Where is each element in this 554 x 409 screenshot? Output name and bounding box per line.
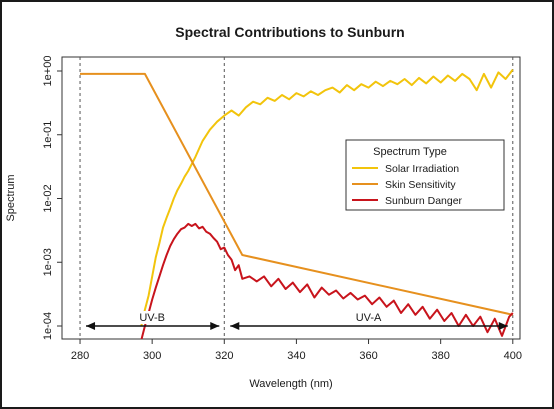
uv-a-label-bg — [349, 311, 388, 324]
x-tick-label: 280 — [71, 350, 89, 362]
legend-label-skin: Skin Sensitivity — [385, 179, 456, 191]
series-sunburn-danger — [140, 222, 514, 339]
uv-a-arrow-head-left — [230, 322, 240, 330]
y-tick-label: 1e+00 — [42, 56, 54, 87]
x-tick-label: 320 — [215, 350, 233, 362]
y-tick-label: 1e-04 — [42, 312, 54, 340]
x-tick-label: 360 — [359, 350, 377, 362]
x-tick-label: 380 — [431, 350, 449, 362]
y-axis-label: Spectrum — [5, 174, 17, 221]
uv-b-label: UV-B — [139, 312, 165, 324]
y-tick-label: 1e-03 — [42, 248, 54, 276]
x-axis-label: Wavelength (nm) — [249, 378, 332, 390]
uv-b-label-bg — [133, 311, 172, 324]
legend-label-solar: Solar Irradiation — [385, 163, 459, 175]
x-tick-label: 300 — [143, 350, 161, 362]
x-tick-label: 340 — [287, 350, 305, 362]
legend-label-sunburn: Sunburn Danger — [385, 195, 463, 207]
uv-b-arrow-head-left — [86, 322, 96, 330]
chart-title: Spectral Contributions to Sunburn — [175, 24, 404, 40]
uv-a-arrow-head-right — [498, 322, 508, 330]
legend-box — [345, 139, 505, 211]
y-tick-label: 1e-01 — [42, 121, 54, 149]
x-tick-label: 400 — [504, 350, 522, 362]
y-tick-label: 1e-02 — [42, 184, 54, 212]
uv-a-label: UV-A — [356, 312, 382, 324]
legend-title: Spectrum Type — [373, 146, 447, 158]
uv-b-arrow-head-right — [210, 322, 220, 330]
legend: Spectrum Type Solar Irradiation Skin Sen… — [345, 139, 505, 211]
series-skin-sensitivity — [80, 72, 514, 316]
series-solar-irradiation — [140, 68, 514, 327]
